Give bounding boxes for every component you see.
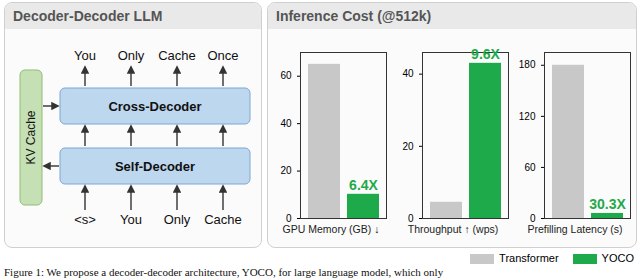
html-text:Inference Cost (@512k): Inference Cost (@512k) xyxy=(276,8,432,24)
svg-text:Once: Once xyxy=(207,48,238,63)
svg-text:0: 0 xyxy=(408,213,414,222)
svg-text:Only: Only xyxy=(164,212,191,227)
svg-text:9.6X: 9.6X xyxy=(471,46,500,62)
svg-text:120: 120 xyxy=(519,111,536,122)
svg-text:30.3X: 30.3X xyxy=(589,196,626,212)
svg-text:You: You xyxy=(120,212,142,227)
svg-text:0: 0 xyxy=(286,213,292,222)
svg-text:You: You xyxy=(74,48,96,63)
svg-text:40: 40 xyxy=(280,118,292,129)
svg-text:KV Cache: KV Cache xyxy=(24,110,38,164)
html-text:GPU Memory (GB) ↓: GPU Memory (GB) ↓ xyxy=(282,223,380,235)
html-text:Decoder-Decoder LLM: Decoder-Decoder LLM xyxy=(13,8,163,24)
html-text:Prefilling Latency (s): Prefilling Latency (s) xyxy=(527,223,623,235)
html-text:YOCO: YOCO xyxy=(601,252,634,264)
svg-text:Cross-Decoder: Cross-Decoder xyxy=(108,99,201,114)
svg-text:Only: Only xyxy=(118,48,145,63)
svg-text:180: 180 xyxy=(519,59,536,70)
svg-text:20: 20 xyxy=(402,141,414,152)
svg-text:Self-Decoder: Self-Decoder xyxy=(115,159,195,174)
html-text:Figure 1: We propose a decoder: Figure 1: We propose a decoder-decoder a… xyxy=(4,266,444,278)
svg-text:60: 60 xyxy=(280,70,292,81)
svg-text:40: 40 xyxy=(402,68,414,79)
svg-text:20: 20 xyxy=(280,165,292,176)
svg-text:6.4X: 6.4X xyxy=(349,177,378,193)
svg-text:60: 60 xyxy=(524,162,536,173)
svg-text:<s>: <s> xyxy=(74,212,96,227)
svg-text:0: 0 xyxy=(530,213,536,222)
html-text:Throughput ↑ (wps): Throughput ↑ (wps) xyxy=(407,223,499,235)
svg-text:Cache: Cache xyxy=(158,48,196,63)
svg-text:Cache: Cache xyxy=(204,212,242,227)
html-text:Transformer: Transformer xyxy=(499,252,559,264)
